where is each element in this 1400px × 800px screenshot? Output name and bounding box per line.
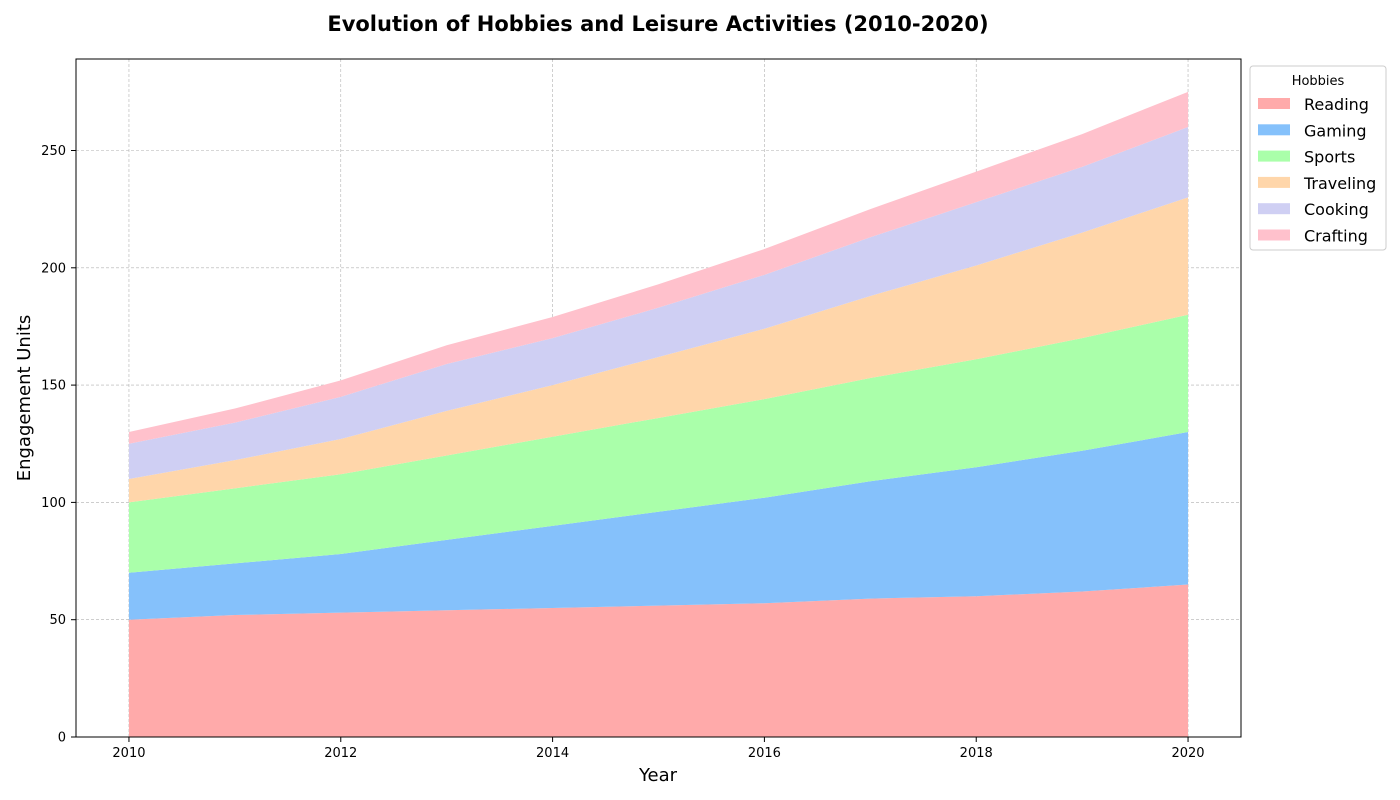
legend-items: Reading Gaming Sports Traveling Cooking Craft… [1258, 95, 1376, 246]
y-axis-ticks: 0 50 100 150 200 250 [41, 144, 76, 746]
legend-label: Reading [1304, 95, 1369, 114]
y-tick-label: 200 [41, 261, 66, 276]
y-tick-label: 50 [49, 613, 66, 628]
chart-title: Evolution of Hobbies and Leisure Activit… [327, 12, 988, 36]
legend-item-gaming: Gaming [1258, 121, 1367, 140]
legend-item-sports: Sports [1258, 148, 1355, 167]
legend: Hobbies Reading Gaming Sports Traveling Cook… [1249, 65, 1387, 251]
legend-label: Cooking [1304, 200, 1369, 219]
legend-label: Traveling [1303, 174, 1376, 193]
legend-title: Hobbies [1292, 74, 1345, 89]
area-series [128, 91, 1189, 737]
area-gaming [128, 432, 1189, 620]
area-traveling [128, 197, 1189, 503]
x-tick-label: 2012 [324, 746, 357, 761]
legend-swatch [1258, 203, 1290, 215]
x-tick-label: 2014 [536, 746, 569, 761]
legend-swatch [1258, 150, 1290, 162]
area-sports [128, 314, 1189, 573]
area-cooking [128, 127, 1189, 479]
legend-label: Sports [1304, 148, 1355, 167]
y-tick-label: 100 [41, 496, 66, 511]
legend-label: Crafting [1304, 227, 1368, 246]
legend-swatch [1258, 229, 1290, 241]
y-tick-label: 250 [41, 144, 66, 159]
x-tick-label: 2010 [112, 746, 145, 761]
legend-item-cooking: Cooking [1258, 200, 1369, 219]
x-tick-label: 2018 [960, 746, 993, 761]
y-axis-label: Engagement Units [14, 315, 35, 482]
area-reading [128, 584, 1189, 737]
legend-item-crafting: Crafting [1258, 227, 1368, 246]
y-tick-label: 0 [58, 731, 66, 746]
x-axis-label: Year [638, 765, 678, 786]
x-tick-label: 2016 [748, 746, 781, 761]
legend-item-traveling: Traveling [1258, 174, 1376, 193]
legend-label: Gaming [1304, 121, 1367, 140]
legend-swatch [1258, 176, 1290, 188]
plot-frame [75, 58, 1242, 738]
x-tick-label: 2020 [1171, 746, 1204, 761]
x-axis-ticks: 2010 2012 2014 2016 2018 2020 [112, 737, 1205, 761]
legend-swatch [1258, 124, 1290, 136]
legend-swatch [1258, 98, 1290, 109]
y-tick-label: 150 [41, 379, 66, 394]
legend-item-reading: Reading [1258, 95, 1369, 114]
